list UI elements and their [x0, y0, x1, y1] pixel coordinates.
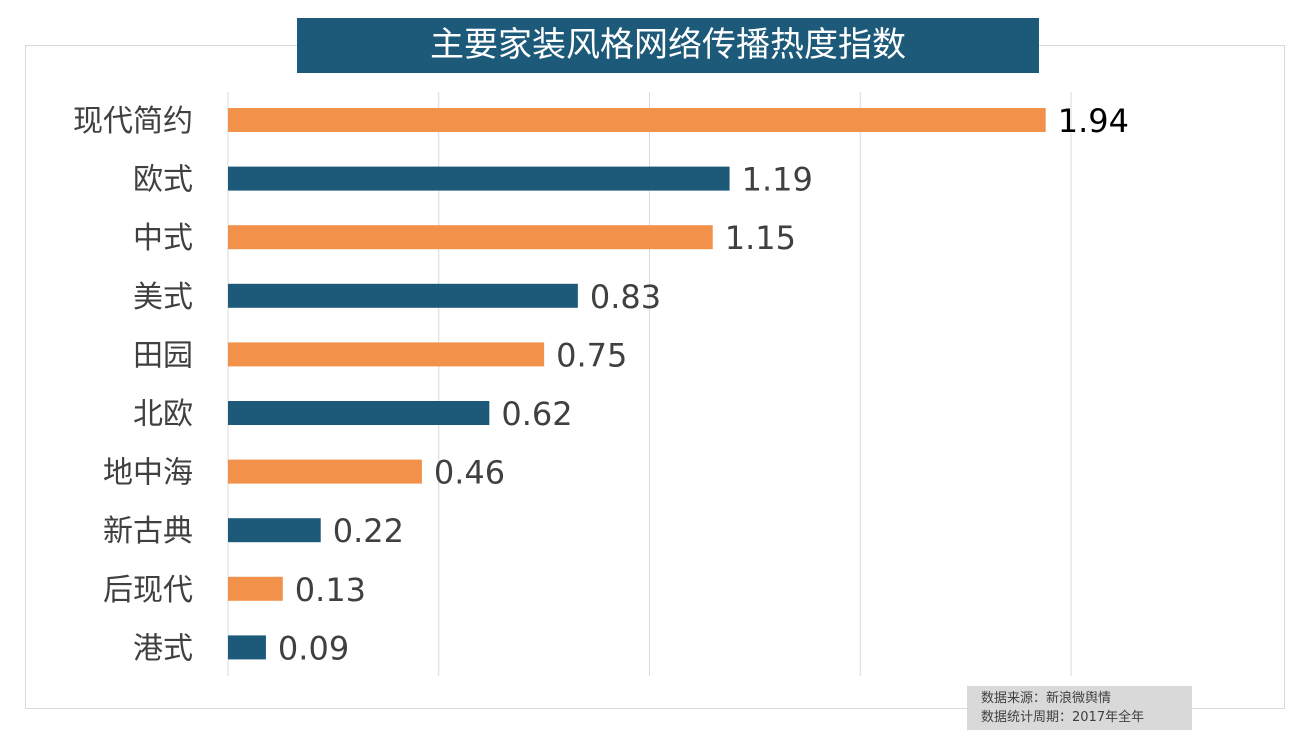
data-label: 0.22	[333, 512, 404, 550]
bar	[228, 635, 266, 660]
data-label: 0.62	[501, 395, 572, 433]
source-line: 数据来源：新浪微舆情	[981, 691, 1112, 706]
data-label: 0.83	[590, 278, 661, 316]
bar	[228, 576, 283, 601]
data-label: 0.13	[295, 571, 366, 609]
category-label: 后现代	[103, 573, 193, 608]
data-label: 1.15	[725, 219, 796, 257]
bar	[228, 166, 730, 191]
chart-title: 主要家装风格网络传播热度指数	[297, 18, 1039, 73]
bar	[228, 108, 1046, 132]
category-label: 欧式	[133, 163, 193, 198]
bar	[228, 283, 578, 308]
category-label: 现代简约	[73, 104, 193, 139]
bar	[228, 225, 713, 250]
data-label: 0.46	[434, 454, 505, 492]
data-label: 0.75	[556, 336, 627, 374]
category-label: 地中海	[103, 456, 193, 491]
source-note: 数据来源：新浪微舆情 数据统计周期：2017年全年	[967, 686, 1192, 730]
bar	[228, 518, 321, 543]
period-line: 数据统计周期：2017年全年	[981, 710, 1145, 725]
category-label: 港式	[133, 631, 193, 666]
bar	[228, 459, 422, 484]
category-label: 田园	[133, 338, 193, 373]
data-label: 1.94	[1058, 102, 1129, 140]
category-label: 北欧	[133, 397, 193, 432]
bar	[228, 342, 545, 367]
category-label: 美式	[133, 280, 193, 315]
data-label: 1.19	[742, 161, 813, 199]
category-label: 新古典	[103, 514, 193, 549]
data-label: 0.09	[278, 629, 349, 667]
bar	[228, 401, 490, 425]
category-label: 中式	[133, 221, 193, 256]
